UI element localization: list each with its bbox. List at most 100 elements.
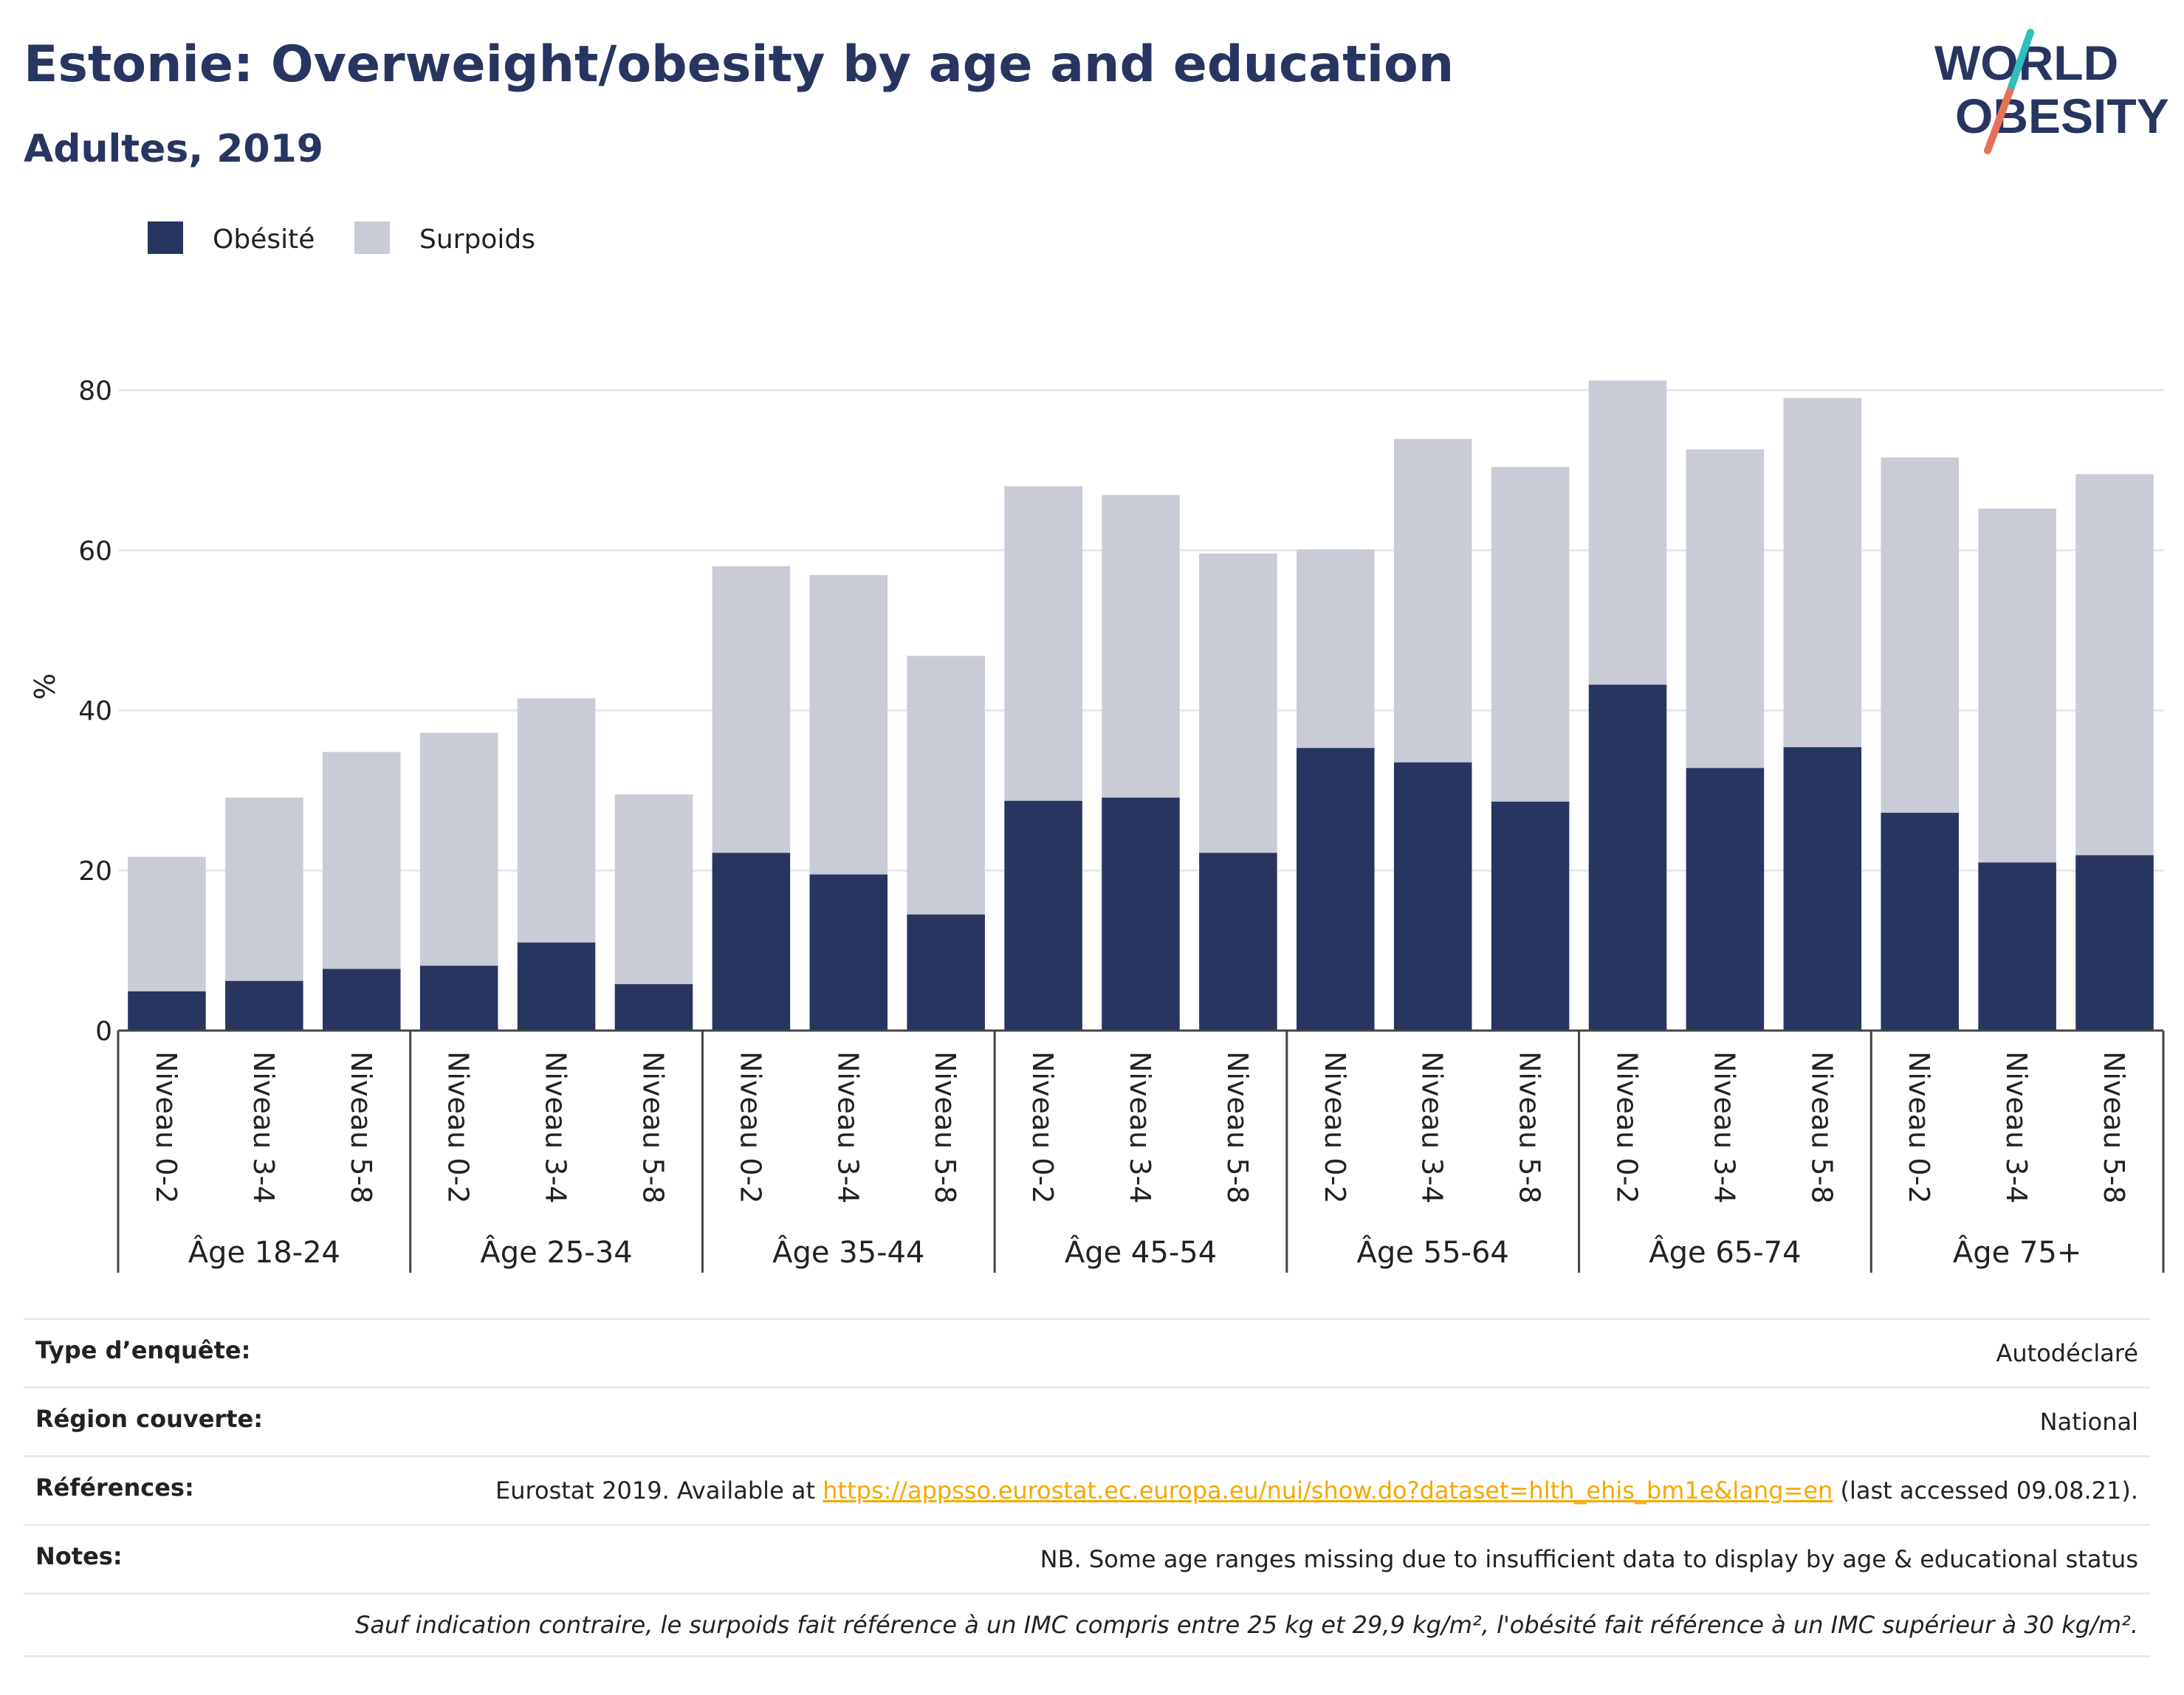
info-value-survey-type: Autodéclaré [357, 1318, 2150, 1388]
references-suffix: (last accessed 09.08.21). [1840, 1476, 2138, 1505]
x-level-label-18: Niveau 0-2 [1903, 1051, 1935, 1203]
bar-surpoids-4 [517, 698, 596, 943]
y-axis-ticks: 0 20 40 60 80 [78, 376, 112, 1047]
bar-obesite-10 [1102, 797, 1180, 1031]
bar-obesite-4 [517, 942, 596, 1031]
legend-label-obesite: Obésité [213, 224, 315, 255]
chart-legend: Obésité Surpoids [148, 221, 535, 255]
bar-surpoids-14 [1491, 467, 1570, 802]
bar-obesite-12 [1297, 748, 1375, 1031]
bar-surpoids-7 [809, 574, 888, 875]
x-level-label-13: Niveau 3-4 [1416, 1051, 1449, 1203]
info-row-definition: Sauf indication contraire, le surpoids f… [24, 1592, 2150, 1657]
x-level-label-10: Niveau 3-4 [1124, 1051, 1156, 1203]
x-level-label-16: Niveau 3-4 [1708, 1051, 1740, 1203]
bar-obesite-2 [323, 969, 401, 1031]
info-row-notes: Notes: NB. Some age ranges missing due t… [24, 1524, 2150, 1594]
bar-surpoids-15 [1588, 380, 1667, 685]
bar-obesite-17 [1783, 747, 1862, 1031]
bar-obesite-9 [1004, 800, 1082, 1031]
logo-slash-teal [2006, 29, 2034, 95]
bar-obesite-6 [712, 853, 791, 1031]
x-axis-group-labels: Âge 18-24 Âge 25-34 Âge 35-44 Âge 45-54 Âge … [117, 1031, 2165, 1273]
bar-surpoids-3 [419, 732, 498, 966]
legend-swatch-surpoids [354, 221, 390, 254]
x-level-label-14: Niveau 5-8 [1514, 1051, 1546, 1203]
references-prefix: Eurostat 2019. Available at [495, 1476, 816, 1505]
bar-surpoids-18 [1881, 457, 1959, 814]
bar-obesite-18 [1881, 813, 1959, 1031]
bar-obesite-5 [614, 984, 693, 1031]
bar-obesite-1 [225, 980, 303, 1031]
bar-obesite-0 [128, 991, 206, 1031]
x-level-label-6: Niveau 0-2 [734, 1051, 766, 1203]
group-label-5: Âge 65-74 [1649, 1234, 1801, 1270]
x-level-label-9: Niveau 0-2 [1026, 1051, 1059, 1203]
x-level-label-5: Niveau 5-8 [636, 1051, 669, 1203]
x-level-label-3: Niveau 0-2 [442, 1051, 475, 1203]
y-axis-label: % [29, 673, 61, 700]
info-value-notes: NB. Some age ranges missing due to insuf… [357, 1524, 2150, 1594]
bar-surpoids-17 [1783, 398, 1862, 748]
group-label-6: Âge 75+ [1953, 1234, 2082, 1270]
x-level-label-0: Niveau 0-2 [150, 1051, 182, 1203]
bar-obesite-15 [1588, 684, 1667, 1031]
x-level-label-12: Niveau 0-2 [1319, 1051, 1351, 1203]
x-level-label-2: Niveau 5-8 [345, 1051, 377, 1203]
group-label-0: Âge 18-24 [188, 1234, 340, 1270]
bar-surpoids-19 [1978, 508, 2056, 863]
info-value-region: National [357, 1386, 2150, 1457]
info-label-region: Région couverte: [24, 1386, 357, 1457]
bar-surpoids-1 [225, 797, 303, 981]
group-label-1: Âge 25-34 [480, 1234, 632, 1270]
page-title: Estonie: Overweight/obesity by age and e… [24, 35, 1455, 94]
x-level-label-1: Niveau 3-4 [247, 1051, 280, 1203]
bar-surpoids-5 [614, 794, 693, 985]
x-level-label-7: Niveau 3-4 [831, 1051, 864, 1203]
world-obesity-logo: WORLD OBESITY [1934, 29, 2169, 154]
info-row-region: Région couverte: National [24, 1386, 2150, 1457]
y-tick-label-0: 0 [95, 1017, 112, 1047]
bar-surpoids-6 [712, 566, 791, 853]
bar-surpoids-10 [1102, 495, 1180, 798]
references-link[interactable]: https://appsso.eurostat.ec.europa.eu/nui… [823, 1476, 1833, 1505]
bar-obesite-13 [1393, 762, 1472, 1031]
y-tick-label-80: 80 [78, 376, 112, 406]
bar-obesite-7 [809, 874, 888, 1031]
x-level-label-19: Niveau 3-4 [2000, 1051, 2033, 1203]
x-level-label-8: Niveau 5-8 [929, 1051, 961, 1203]
x-level-label-4: Niveau 3-4 [540, 1051, 572, 1203]
bar-obesite-16 [1686, 768, 1765, 1031]
bar-surpoids-11 [1199, 553, 1277, 853]
info-label-notes: Notes: [24, 1524, 357, 1594]
bars [128, 380, 2154, 1031]
group-label-4: Âge 55-64 [1357, 1234, 1509, 1270]
info-row-references: Références: Eurostat 2019. Available at … [24, 1455, 2150, 1525]
y-tick-label-20: 20 [78, 856, 112, 887]
logo-slash-coral [1984, 88, 2013, 154]
x-level-label-15: Niveau 0-2 [1611, 1051, 1644, 1203]
x-level-label-20: Niveau 5-8 [2098, 1051, 2130, 1203]
info-label-survey-type: Type d’enquête: [24, 1318, 357, 1388]
group-label-2: Âge 35-44 [772, 1234, 924, 1270]
bar-surpoids-16 [1686, 449, 1765, 769]
bar-obesite-11 [1199, 853, 1277, 1031]
bar-surpoids-9 [1004, 486, 1082, 801]
info-value-references: Eurostat 2019. Available at https://apps… [357, 1455, 2150, 1525]
bar-obesite-20 [2075, 855, 2154, 1031]
bar-obesite-19 [1978, 862, 2056, 1031]
y-tick-label-40: 40 [78, 696, 112, 726]
bar-surpoids-13 [1393, 439, 1472, 763]
x-axis-level-labels: Niveau 0-2 Niveau 3-4 Niveau 5-8 Niveau 0-2… [150, 1051, 2130, 1203]
bar-obesite-3 [419, 966, 498, 1031]
bar-surpoids-12 [1297, 549, 1375, 749]
bar-obesite-14 [1491, 801, 1570, 1031]
info-label-references: Références: [24, 1455, 357, 1525]
group-label-3: Âge 45-54 [1065, 1234, 1217, 1270]
bar-surpoids-20 [2075, 474, 2154, 856]
y-tick-label-60: 60 [78, 536, 112, 566]
x-level-label-17: Niveau 5-8 [1805, 1051, 1838, 1203]
bar-surpoids-2 [323, 752, 401, 969]
info-definition: Sauf indication contraire, le surpoids f… [24, 1592, 2150, 1657]
